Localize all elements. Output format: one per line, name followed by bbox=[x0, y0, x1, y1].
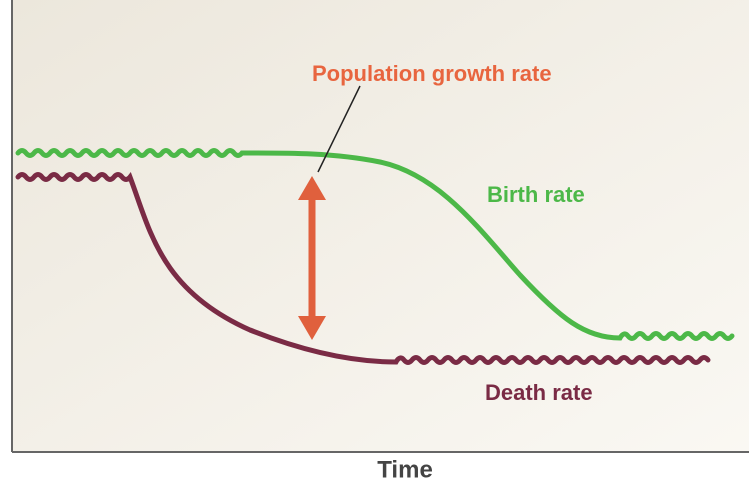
plot-background bbox=[12, 0, 749, 452]
annotation: Population growth rate bbox=[312, 61, 552, 86]
growth-arrow-head-top bbox=[298, 176, 326, 200]
birth-rate-label: Birth rate bbox=[487, 182, 585, 207]
x-axis-label: Time bbox=[377, 456, 433, 483]
growth-arrow-head-bottom bbox=[298, 316, 326, 340]
death-rate-label: Death rate bbox=[485, 380, 593, 405]
birth-rate-curve bbox=[15, 148, 735, 341]
leader-line bbox=[317, 85, 361, 173]
death-rate-curve bbox=[15, 172, 711, 365]
